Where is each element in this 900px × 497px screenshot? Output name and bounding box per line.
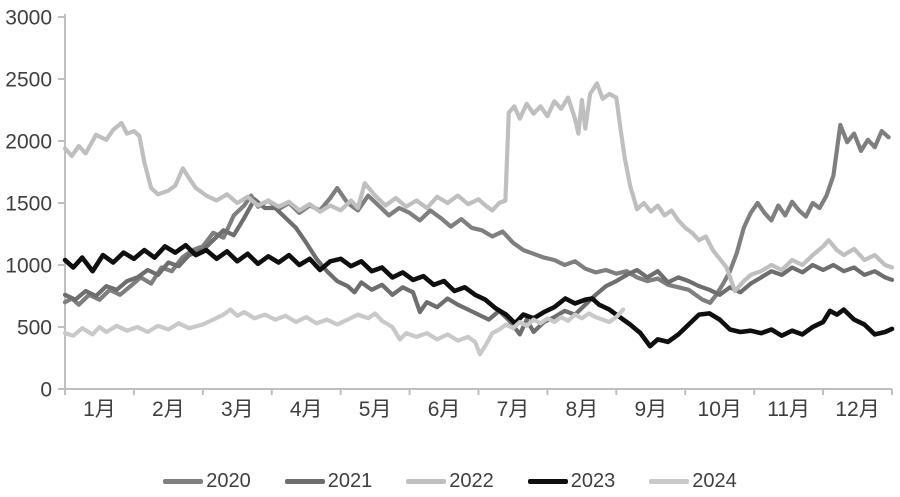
series-line-2021 <box>62 197 895 337</box>
legend-label-2024: 2024 <box>692 470 737 492</box>
legend-label-2023: 2023 <box>570 470 616 492</box>
y-axis-tick-label: 2000 <box>5 131 52 154</box>
x-axis-month-label: 11月 <box>767 398 810 421</box>
x-axis-month-label: 2月 <box>152 398 185 421</box>
series-line-2022 <box>62 81 895 294</box>
legend-item-2021: 2021 <box>284 470 373 492</box>
y-axis-tick-label: 2500 <box>5 69 52 92</box>
x-axis-month-label: 1月 <box>83 398 116 421</box>
legend-item-2022: 2022 <box>406 471 494 491</box>
legend-item-2020: 2020 <box>163 471 251 491</box>
series-line-2023 <box>62 242 895 349</box>
legend-label-2020: 2020 <box>206 470 251 492</box>
legend-line-swatch-2024 <box>649 478 690 484</box>
x-axis-month-label: 5月 <box>359 398 392 421</box>
legend-line-swatch-2023 <box>527 478 568 484</box>
y-axis-tick-label: 3000 <box>5 7 52 30</box>
legend-line-swatch-2021 <box>284 478 325 484</box>
x-axis-month-label: 10月 <box>698 398 742 421</box>
series-line-2024 <box>62 307 626 357</box>
x-axis-month-label: 3月 <box>221 398 254 421</box>
y-axis-tick-label: 0 <box>40 379 52 402</box>
legend-label-2022: 2022 <box>449 470 494 492</box>
x-axis-month-label: 9月 <box>634 398 667 421</box>
legend-item-2024: 2024 <box>649 471 737 491</box>
x-axis-month-label: 12月 <box>835 398 879 421</box>
chart-legend: 2020 2021 2022 2023 2024 <box>0 471 900 491</box>
legend-item-2023: 2023 <box>527 470 616 492</box>
legend-label-2021: 2021 <box>327 470 373 492</box>
x-axis-month-label: 8月 <box>566 398 599 421</box>
series-line-2020 <box>62 122 891 307</box>
legend-line-swatch-2022 <box>406 478 447 484</box>
y-axis-tick-label: 1000 <box>5 255 52 278</box>
y-axis-tick-label: 500 <box>17 317 52 340</box>
x-axis-month-label: 6月 <box>428 398 461 421</box>
x-axis-month-label: 4月 <box>290 398 323 421</box>
x-axis-month-label: 7月 <box>497 398 530 421</box>
legend-line-swatch-2020 <box>163 478 204 484</box>
y-axis-tick-label: 1500 <box>5 193 52 216</box>
